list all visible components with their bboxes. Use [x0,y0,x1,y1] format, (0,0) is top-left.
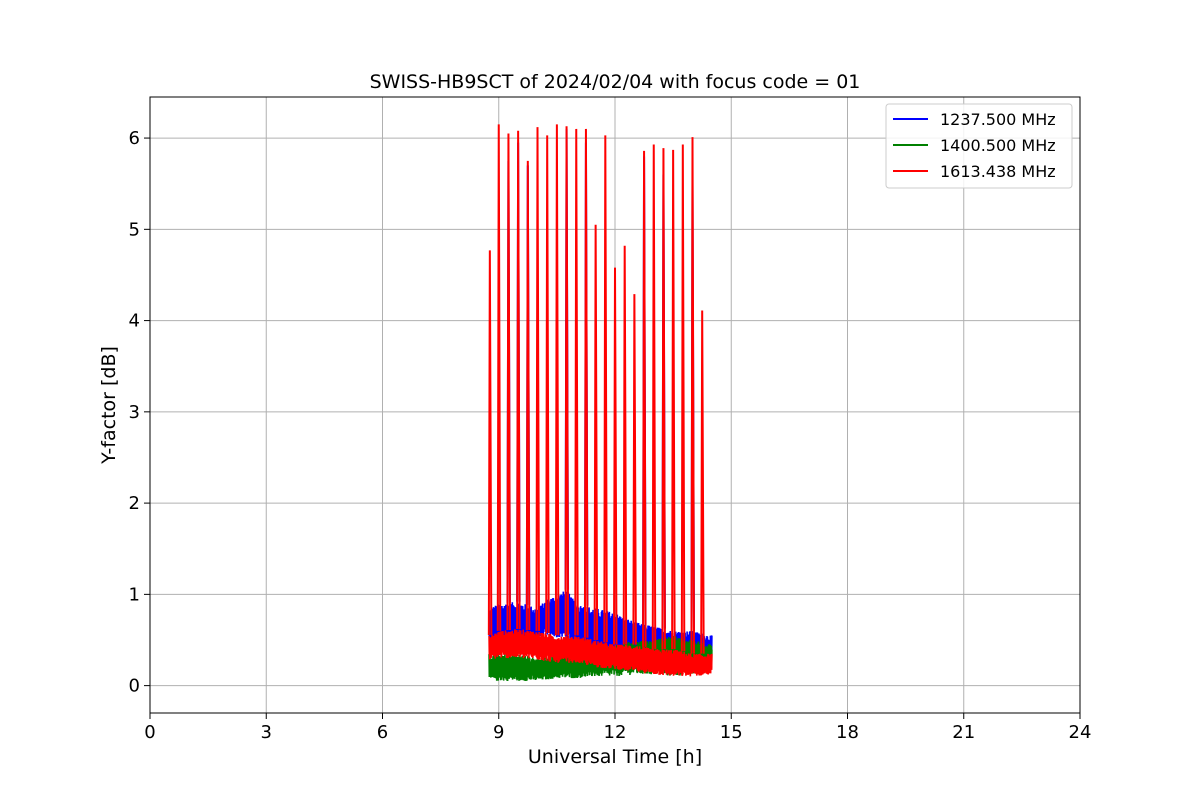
y-axis-label: Y-factor [dB] [98,346,120,465]
y-tick-label: 4 [129,311,140,332]
legend-box [885,103,1073,189]
x-axis: 0 3 6 9 12 15 18 21 24 [144,713,1091,743]
y-tick-label: 1 [129,584,140,605]
series-spike [506,133,511,630]
series-spike [554,124,560,636]
series-spike [642,150,647,647]
x-tick-label: 12 [604,722,627,743]
x-tick-label: 0 [144,722,155,743]
series-spike [680,144,686,652]
series-spike [690,137,695,654]
series-spike [671,149,676,650]
x-axis-label: Universal Time [h] [528,746,702,768]
legend-label: 1613.438 MHz [940,162,1056,181]
series-spike [651,144,657,650]
y-tick-label: 6 [129,128,140,149]
series-spike [487,250,493,636]
x-tick-label: 15 [720,722,743,743]
series-spike [632,294,637,645]
series-layer [487,124,713,682]
y-axis: 0 1 2 3 4 5 6 [129,128,150,697]
legend-label: 1237.500 MHz [940,110,1056,129]
series-spike [622,245,628,645]
series-spike [525,160,531,630]
y-tick-label: 0 [129,676,140,697]
series-spike [613,267,618,645]
x-tick-label: 18 [836,722,859,743]
series-spike [496,124,502,631]
series-1613-438-mhz [487,124,713,677]
y-tick-label: 3 [129,402,140,423]
x-tick-label: 24 [1069,722,1092,743]
x-tick-label: 6 [377,722,388,743]
x-tick-label: 3 [261,722,272,743]
legend: 1237.500 MHz 1400.500 MHz 1613.438 MHz [885,103,1073,189]
series-spike [583,128,589,638]
series-spike [661,148,666,650]
series-trace [488,629,713,677]
series-spike [700,310,705,654]
series-spike [516,130,521,630]
series-spike [593,224,599,640]
series-spike [574,128,579,636]
x-tick-label: 21 [952,722,975,743]
chart-title: SWISS-HB9SCT of 2024/02/04 with focus co… [370,71,861,93]
x-tick-label: 9 [493,722,504,743]
series-spike [564,126,570,636]
series-spike [545,135,550,634]
series-spike [603,135,608,643]
y-tick-label: 2 [129,493,140,514]
legend-label: 1400.500 MHz [940,136,1056,155]
y-tick-label: 5 [129,219,140,240]
series-spike [535,127,540,631]
